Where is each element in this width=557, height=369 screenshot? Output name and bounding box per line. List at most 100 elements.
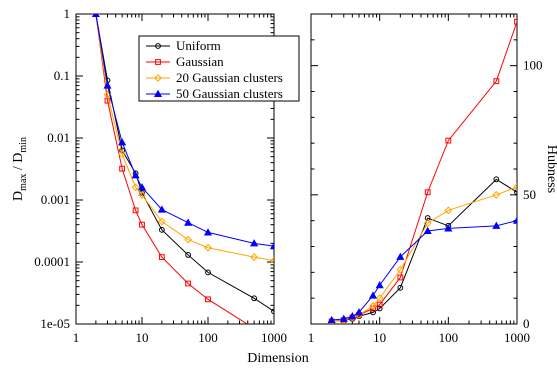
legend-label: 20 Gaussian clusters (176, 70, 283, 85)
left-data-point (91, 14, 100, 18)
right-data-point (397, 274, 404, 281)
left-data-point (118, 150, 127, 159)
left-data-point (250, 239, 259, 247)
left-series-line (95, 14, 274, 262)
left-data-point (137, 183, 147, 191)
left-data-point (185, 280, 192, 287)
legend-box (138, 35, 300, 102)
left-data-point (184, 218, 193, 226)
left-data-point (103, 81, 112, 89)
right-data-point (375, 281, 384, 289)
left-x-tick-label: 1000 (261, 330, 287, 345)
left-data-point (131, 171, 140, 179)
right-x-tick-label: 10 (373, 330, 386, 345)
right-data-point (512, 216, 517, 224)
legend-label: Gaussian (176, 54, 224, 69)
left-series-line (95, 14, 249, 324)
left-data-point (251, 295, 258, 302)
left-data-point (118, 138, 127, 146)
right-plot-frame (310, 13, 518, 325)
right-data-point (493, 78, 500, 85)
right-y-tick-label: 100 (523, 58, 543, 73)
left-y-tick-label: 0.1 (54, 68, 70, 83)
left-y-tick-label: 0.01 (47, 130, 70, 145)
left-y-axis-title: Dmax / Dmin (11, 137, 29, 201)
left-data-point (250, 253, 259, 261)
left-data-point (132, 207, 139, 214)
legend-item: Uniform (146, 38, 221, 53)
right-x-tick-label: 100 (439, 330, 459, 345)
right-data-point (370, 309, 376, 316)
legend-label: Uniform (176, 38, 221, 53)
right-data-point (368, 291, 378, 299)
right-data-point (396, 265, 405, 274)
left-series-2 (91, 14, 274, 265)
left-series-3 (91, 14, 274, 250)
left-y-tick-label: 1e-05 (40, 316, 70, 331)
right-data-point (424, 189, 431, 196)
left-y-axis-title-sep: / D (11, 153, 26, 174)
left-data-point (158, 254, 165, 260)
right-series-line (331, 220, 517, 321)
right-data-point (396, 252, 405, 260)
left-y-tick-label: 1 (64, 6, 71, 21)
right-x-tick-label: 1 (308, 330, 315, 345)
x-axis-title: Dimension (247, 351, 308, 366)
left-series (91, 14, 274, 324)
right-data-point (339, 314, 348, 322)
left-data-point (270, 256, 274, 265)
left-data-point (138, 191, 146, 199)
right-y-tick-label: 0 (523, 316, 530, 331)
right-series (327, 18, 517, 324)
legend-swatch-marker (155, 43, 161, 49)
right-data-point (444, 206, 453, 215)
right-series-line (331, 21, 517, 322)
right-data-point (423, 219, 432, 228)
right-series-line (331, 186, 517, 322)
right-series-line (331, 178, 517, 322)
left-data-point (204, 243, 212, 252)
right-data-point (423, 226, 432, 235)
right-data-point (444, 224, 453, 232)
left-data-point (185, 252, 192, 258)
left-data-point (131, 183, 140, 192)
left-data-point (91, 14, 100, 18)
right-data-point (492, 221, 501, 229)
legend-item: Gaussian (146, 54, 224, 69)
right-data-point (492, 190, 501, 199)
left-y-axis-title-main: D (11, 191, 26, 201)
right-data-point (493, 176, 500, 183)
left-x-tick-label: 100 (198, 330, 218, 345)
right-y-axis-title: Hubness (544, 145, 557, 193)
left-panel: 1 10 100 1000 1 0.1 0.01 0.001 0.0001 1e-05 Dmax … (11, 6, 300, 345)
left-y-axis-title-sub1: max (18, 174, 29, 191)
left-data-point (205, 269, 211, 276)
right-data-point (376, 301, 383, 308)
right-series-0 (328, 176, 517, 324)
left-data-point (205, 296, 211, 303)
legend-label: 50 Gaussian clusters (176, 86, 283, 101)
right-series-3 (327, 216, 517, 324)
legend-item: 20 Gaussian clusters (146, 70, 283, 85)
left-data-point (271, 308, 274, 315)
left-y-tick-label: 0.0001 (34, 254, 70, 269)
right-data-point (376, 305, 383, 312)
legend-swatch-marker (154, 74, 162, 82)
left-data-point (157, 205, 166, 213)
left-data-point (203, 228, 213, 236)
left-series-1 (92, 14, 249, 324)
left-data-point (184, 235, 193, 244)
left-y-tick-label: 0.001 (41, 192, 70, 207)
right-series-2 (327, 183, 517, 324)
left-x-tick-label: 10 (136, 330, 149, 345)
legend-item: 50 Gaussian clusters (146, 86, 283, 101)
left-plot-frame (75, 13, 275, 325)
right-data-point (513, 183, 517, 191)
legend-swatch-marker (155, 59, 161, 65)
right-data-point (397, 284, 404, 291)
